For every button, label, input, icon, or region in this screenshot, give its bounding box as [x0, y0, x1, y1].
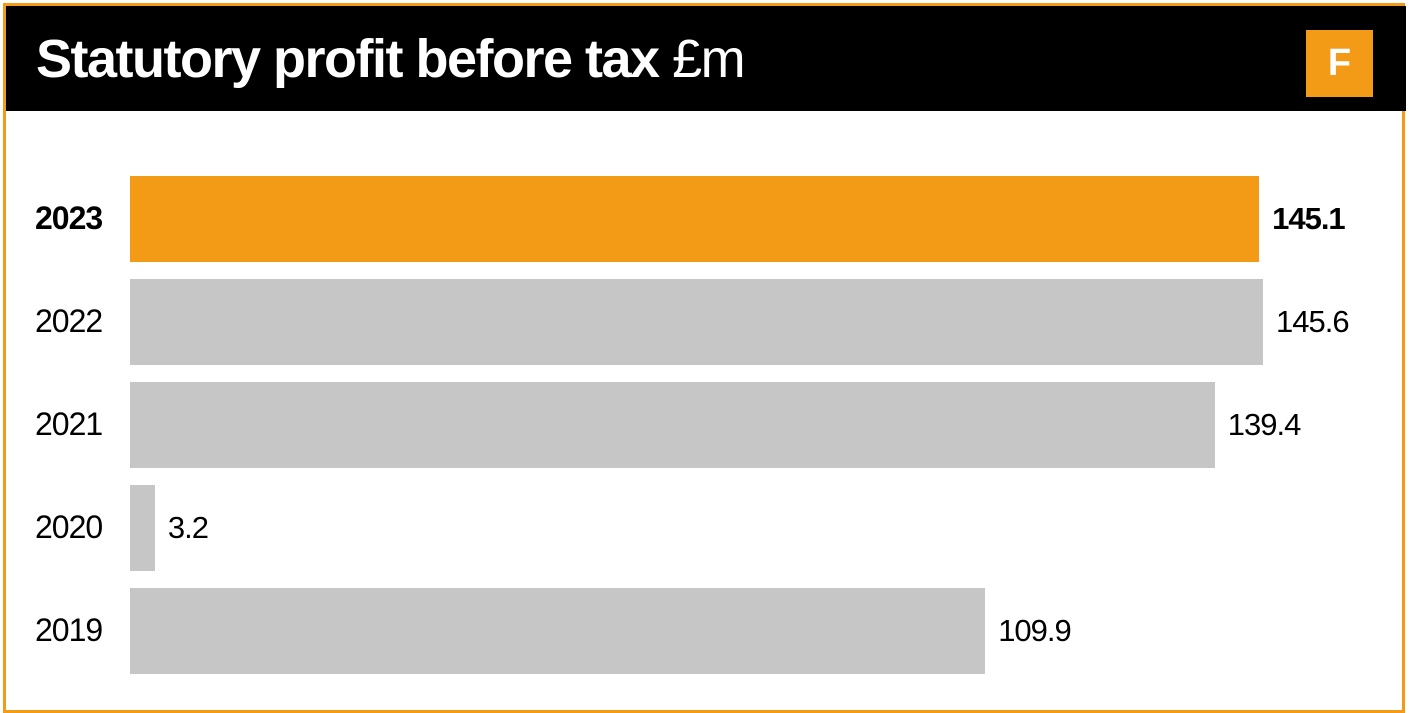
chart-title: Statutory profit before tax £m: [36, 28, 746, 90]
chart-header: Statutory profit before tax £m F: [6, 6, 1406, 111]
value-label-2019: 109.9: [998, 613, 1072, 648]
bar-2022: [130, 279, 1263, 365]
value-label-2023: 145.1: [1272, 201, 1346, 236]
value-label-2021: 139.4: [1227, 407, 1302, 442]
category-label-2019: 2019: [35, 612, 103, 648]
category-label-2023: 2023: [35, 200, 103, 236]
category-label-2022: 2022: [35, 303, 103, 339]
value-label-2020: 3.2: [167, 510, 209, 545]
category-label-2021: 2021: [35, 406, 103, 442]
bar-2020: [130, 485, 155, 571]
bar-2023: [130, 176, 1260, 262]
title-unit: £m: [672, 29, 746, 89]
value-label-2022: 145.6: [1276, 304, 1350, 339]
bar-2019: [130, 588, 986, 674]
title-text: Statutory profit before tax: [36, 29, 660, 89]
category-label-2020: 2020: [35, 509, 103, 545]
section-badge: F: [1306, 30, 1373, 97]
bar-2021: [130, 382, 1215, 468]
